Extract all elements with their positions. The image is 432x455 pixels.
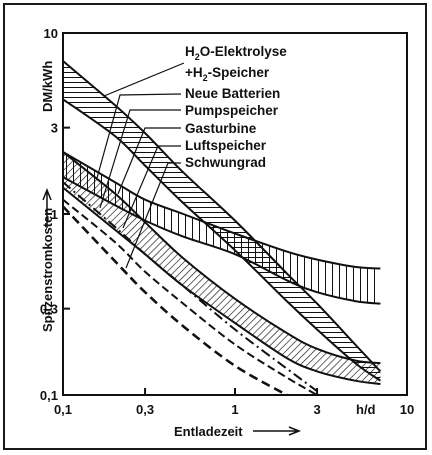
axis-ticks (63, 126, 319, 395)
band-upper-neue-batterien (62, 151, 381, 270)
band-lower-h2o-elektrolyse-h2-speicher (62, 98, 381, 382)
x-tick-label: 3 (313, 402, 320, 417)
chart-lines (62, 60, 382, 397)
chart-bands (63, 61, 381, 384)
x-tick-label: 0,3 (136, 402, 154, 417)
band-lower-pumpspeicher (62, 186, 381, 385)
y-tick-label: 3 (51, 121, 58, 136)
legend-gasturbine: Gasturbine (185, 121, 257, 136)
line-schwungrad (62, 205, 288, 397)
legend-leaders (96, 62, 185, 269)
y-axis-arrow (42, 187, 52, 228)
line-luftspeicher (62, 198, 318, 396)
x-axis-title: Entladezeit (174, 424, 243, 439)
legend-luftspeicher: Luftspeicher (185, 138, 267, 153)
leader-pump (99, 109, 181, 209)
x-axis-arrow (253, 426, 302, 436)
band-h2o-elektrolyse-h2-speicher (63, 61, 381, 381)
y-tick-label: 10 (44, 26, 58, 41)
leader-gas (117, 127, 181, 195)
legend-neue-batterien: Neue Batterien (185, 86, 280, 101)
figure-frame (3, 3, 427, 450)
band-upper-pumpspeicher (62, 151, 381, 365)
band-lower-neue-batterien (62, 176, 381, 305)
leader-schwung (125, 162, 181, 269)
leader-h2o (103, 62, 185, 97)
axis-tick-labels: 0,1 0,3 1 3 10 0,1 0,3 1 3 10 (40, 26, 414, 417)
y-tick-label: 0,3 (40, 302, 58, 317)
legend-schwungrad: Schwungrad (185, 155, 266, 170)
leader-luft (122, 145, 181, 229)
line-gasturbine (62, 181, 318, 393)
y-tick-label: 0,1 (40, 388, 58, 403)
x-tick-label: 1 (231, 402, 238, 417)
band-pumpspeicher (63, 152, 381, 384)
legend-h2o-elektrolyse: H2O-Elektrolyse (185, 44, 287, 62)
x-tick-label: 0,1 (54, 402, 72, 417)
band-neue-batterien (63, 152, 381, 304)
legend-h2-speicher: +H2-Speicher (185, 65, 270, 83)
y-unit: DM/kWh (40, 61, 55, 112)
y-axis-title: Spitzenstromkosten (40, 208, 55, 332)
band-upper-h2o-elektrolyse-h2-speicher (62, 60, 382, 373)
x-unit: h/d (356, 402, 376, 417)
legend-pumpspeicher: Pumpspeicher (185, 103, 279, 118)
y-tick-label: 1 (51, 207, 58, 222)
leader-batterien (96, 93, 182, 179)
x-tick-label: 10 (400, 402, 414, 417)
